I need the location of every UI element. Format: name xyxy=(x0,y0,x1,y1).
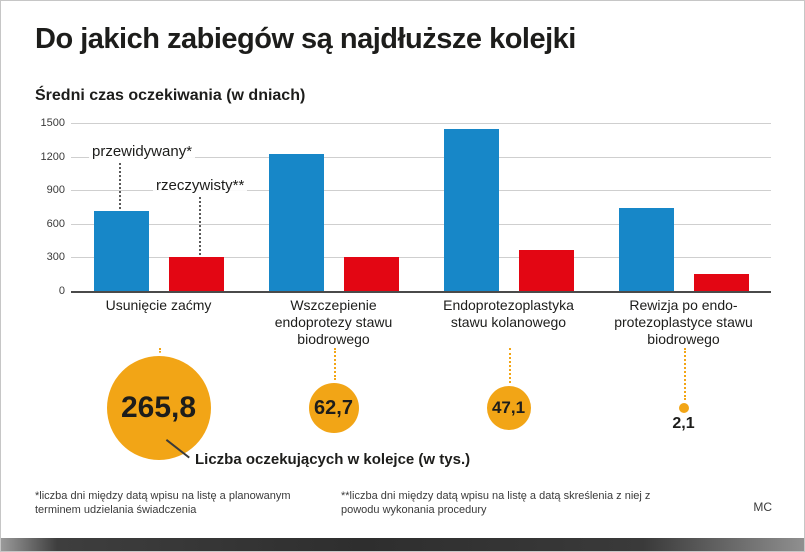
bar-actual xyxy=(693,274,749,291)
bar-predicted xyxy=(93,211,149,291)
category-label: Usunięcie zaćmy xyxy=(105,297,212,313)
queue-count-label: 2,1 xyxy=(672,415,695,432)
y-axis-tick-label: 300 xyxy=(46,251,65,264)
bar-actual xyxy=(168,257,224,291)
queue-count-bubble: 265,8 xyxy=(106,356,211,460)
chart-subtitle: Średni czas oczekiwania (w dniach) xyxy=(35,87,306,104)
circle-leader-dotted-line xyxy=(508,348,511,383)
circle-leader-dotted-line xyxy=(158,348,161,353)
bar-group xyxy=(421,123,596,291)
queue-circle-cell: 47,1 xyxy=(421,348,596,480)
footnote-actual: **liczba dni między datą wpisu na listę … xyxy=(341,490,651,516)
bar-predicted xyxy=(618,208,674,291)
y-axis-tick-label: 0 xyxy=(58,285,65,297)
page-title: Do jakich zabiegów są najdłuższe kolejki xyxy=(35,23,576,55)
bar-group xyxy=(246,123,421,291)
circle-leader-dotted-line xyxy=(683,348,686,400)
legend-actual-label: rzeczywisty** xyxy=(153,177,248,194)
gridline xyxy=(71,223,771,225)
bar-predicted xyxy=(443,128,499,291)
bar-group xyxy=(596,123,771,291)
legend-actual-leader-line xyxy=(199,197,201,255)
category-label: Wszczepienie endoprotezy stawu biodroweg… xyxy=(274,297,393,347)
circle-leader-dotted-line xyxy=(333,348,336,380)
bar-actual xyxy=(343,257,399,291)
bar-group xyxy=(71,123,246,291)
legend-predicted-leader-line xyxy=(119,163,121,209)
bar-groups xyxy=(71,123,771,291)
queue-count-bubble xyxy=(678,403,689,413)
gridline xyxy=(71,123,771,124)
y-axis-tick-label: 600 xyxy=(46,217,65,230)
queue-count-bubble: 62,7 xyxy=(308,383,359,433)
category-labels: Usunięcie zaćmy Wszczepienie endoprotezy … xyxy=(71,293,771,348)
credit-initials: MC xyxy=(753,500,772,514)
category-label: Rewizja po endo-protezoplastyce stawu bi… xyxy=(614,297,753,347)
plot-area: przewidywany* rzeczywisty** 0 300 600 900 12… xyxy=(41,117,771,297)
bar-predicted xyxy=(268,154,324,291)
category-label: Endoprotezoplastyka stawu kolanowego xyxy=(443,297,574,330)
queue-circle-cell: 265,8 xyxy=(71,348,246,480)
queue-circle-cell: 62,7 xyxy=(246,348,421,480)
y-axis-tick-label: 1200 xyxy=(40,150,65,163)
gridline xyxy=(71,190,771,192)
bar-actual xyxy=(518,249,574,291)
gridline xyxy=(71,156,771,158)
queue-caption: Liczba oczekujących w kolejce (w tys.) xyxy=(195,451,471,468)
queue-count-bubble: 47,1 xyxy=(486,386,531,430)
footnote-predicted: *liczba dni między datą wpisu na listę a… xyxy=(35,490,291,516)
y-axis-tick-label: 1500 xyxy=(40,117,65,129)
photo-edge-strip xyxy=(1,538,804,551)
bar-chart: przewidywany* rzeczywisty** 0 300 600 900 12… xyxy=(31,117,771,480)
legend-predicted-label: przewidywany* xyxy=(89,143,196,160)
gridline xyxy=(71,257,771,259)
queue-circle-cell: 2,1 xyxy=(596,348,771,480)
y-axis-tick-label: 900 xyxy=(46,184,65,197)
queue-circles: 265,8 62,7 47,1 2,1 xyxy=(71,348,771,480)
